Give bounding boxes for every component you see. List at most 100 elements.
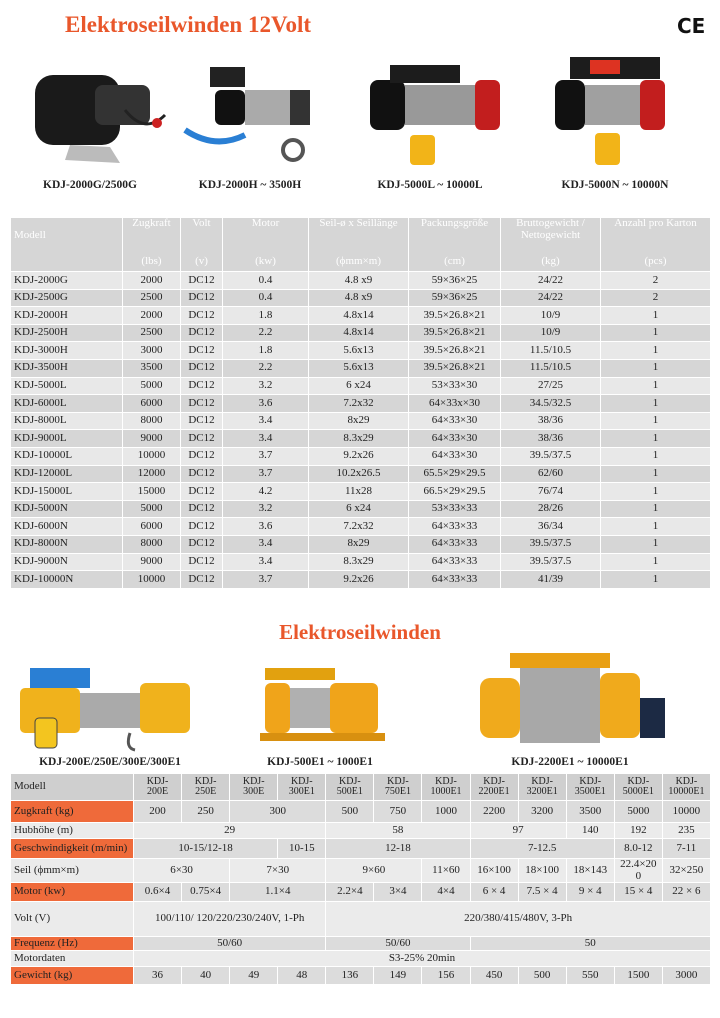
table-cell: 9.2x26 <box>308 570 409 589</box>
table-cell: 27/25 <box>500 376 601 396</box>
table-cell: DC12 <box>180 464 223 484</box>
table-cell: 3000 <box>122 341 181 360</box>
table-cell: 39.5/37.5 <box>500 534 601 554</box>
table-cell: 1 <box>600 323 711 343</box>
ce-mark: CE <box>677 14 706 38</box>
header-row: Modell KDJ-200E KDJ-250E KDJ-300E KDJ-300E1 K… <box>10 773 711 801</box>
header-cell: Bruttogewicht / Nettogewicht (kg) <box>500 217 601 272</box>
table-cell: DC12 <box>180 517 223 536</box>
table-cell: 3.2 <box>222 376 309 396</box>
table-cell: 11x28 <box>308 482 409 501</box>
table-cell: 3.4 <box>222 552 309 572</box>
table-cell: 7.2x32 <box>308 394 409 413</box>
product-images <box>35 57 665 165</box>
header-cell: Anzahl pro Karton (pcs) <box>600 217 711 272</box>
column-name: Seil-ø x Seillänge <box>319 217 398 229</box>
table-cell: 200 <box>132 800 183 823</box>
product-image <box>370 65 500 165</box>
table-cell: 50/60 <box>325 936 471 952</box>
table-cell: 4.8x14 <box>308 323 409 343</box>
table-cell: 3200 <box>517 800 567 823</box>
table-cell: 1 <box>600 517 711 536</box>
table-cell: DC12 <box>180 446 223 466</box>
table-cell: 750 <box>373 800 423 823</box>
table-cell: 0.6×4 <box>132 882 183 903</box>
table-cell: 3500 <box>565 800 615 823</box>
header-cell: Modell <box>10 217 123 272</box>
table-cell: 9.2x26 <box>308 446 409 466</box>
product-image <box>20 668 190 752</box>
header-cell: Seil-ø x Seillänge (ϕmm×m) <box>308 217 409 272</box>
table-cell: 64×33×33 <box>408 552 501 572</box>
table-cell: 39.5×26.8×21 <box>408 358 501 378</box>
table-cell: 6 × 4 <box>469 882 519 903</box>
table-cell: 1 <box>600 358 711 378</box>
column-name: Packungsgröße <box>420 217 489 229</box>
table-cell: 0.75×4 <box>181 882 231 903</box>
table-cell: 36 <box>132 966 183 986</box>
table-cell: 24/22 <box>500 271 601 290</box>
column-unit: (v) <box>195 255 208 267</box>
table-cell: 5000 <box>122 376 181 396</box>
table-cell: 8.3x29 <box>308 552 409 572</box>
table-cell: 3.4 <box>222 429 309 448</box>
table-cell: DC12 <box>180 570 223 589</box>
table-cell: 59×36×25 <box>408 271 501 290</box>
row-label: Volt (V) <box>10 901 134 938</box>
model-header: KDJ-1000E1 <box>421 773 471 801</box>
table-cell: 192 <box>613 822 663 839</box>
column-unit: (lbs) <box>141 255 162 267</box>
table-cell: 3500 <box>122 358 181 378</box>
table-cell: DC12 <box>180 552 223 572</box>
model-header: KDJ-500E1 <box>325 773 375 801</box>
table-cell: 53×33×30 <box>408 376 501 396</box>
table-cell: 10-15/12-18 <box>132 838 279 859</box>
table-cell: 1 <box>600 411 711 431</box>
table-cell: 140 <box>565 822 615 839</box>
table-cell: 39.5×26.8×21 <box>408 323 501 343</box>
table-row: KDJ-2500H 2500 DC12 2.2 4.8x14 39.5×26.8×21 10… <box>10 323 711 343</box>
table-cell: 11.5/10.5 <box>500 358 601 378</box>
table-row: KDJ-6000N 6000 DC12 3.6 7.2x32 64×33×33 36/34 1 <box>10 517 711 536</box>
table-cell: DC12 <box>180 499 223 519</box>
table-cell: 2500 <box>122 288 181 308</box>
table-row: Seil (ϕmm×m) 6×30 7×30 9×60 11×60 16×100 18×10… <box>10 857 711 884</box>
table-row: KDJ-3500H 3500 DC12 2.2 5.6x13 39.5×26.8×21 11… <box>10 358 711 378</box>
table-row: KDJ-3000H 3000 DC12 1.8 5.6x13 39.5×26.8×21 11… <box>10 341 711 360</box>
table-cell: DC12 <box>180 429 223 448</box>
table-cell: 12-18 <box>325 838 471 859</box>
row-label: Gewicht (kg) <box>10 966 134 986</box>
table-cell: 1 <box>600 552 711 572</box>
table-cell: KDJ-12000L <box>10 464 123 484</box>
table-cell: 1 <box>600 499 711 519</box>
table-cell: 220/380/415/480V, 3-Ph <box>325 901 711 938</box>
row-label: Zugkraft (kg) <box>10 800 134 823</box>
table-cell: 9000 <box>122 429 181 448</box>
product-caption: KDJ-2200E1 ~ 10000E1 <box>511 756 629 768</box>
table-cell: 41/39 <box>500 570 601 589</box>
table-cell: 1500 <box>613 966 663 986</box>
table-cell: 6000 <box>122 517 181 536</box>
table-cell: 49 <box>229 966 279 986</box>
table-row: Motor (kw) 0.6×4 0.75×4 1.1×4 2.2×4 3×4 4×4 6 ×… <box>10 882 711 903</box>
table-cell: 2.2 <box>222 323 309 343</box>
product-caption: KDJ-5000L ~ 10000L <box>377 179 483 191</box>
table-cell: 450 <box>469 966 519 986</box>
table-cell: KDJ-2500H <box>10 323 123 343</box>
table-cell: 16×100 <box>469 857 519 884</box>
table-cell: KDJ-3000H <box>10 341 123 360</box>
table-cell: 9×60 <box>325 857 423 884</box>
table-cell: 1 <box>600 534 711 554</box>
table-cell: 34.5/32.5 <box>500 394 601 413</box>
table-cell: 5.6x13 <box>308 358 409 378</box>
table-cell: 18×143 <box>565 857 615 884</box>
table-cell: 15 × 4 <box>613 882 663 903</box>
header-cell: Packungsgröße (cm) <box>408 217 501 272</box>
product-image <box>260 668 385 741</box>
table-cell: 3.2 <box>222 499 309 519</box>
product-images <box>20 653 665 752</box>
table-cell: 39.5×26.8×21 <box>408 306 501 325</box>
table-cell: 3.7 <box>222 570 309 589</box>
table-cell: 8.0-12 <box>613 838 663 859</box>
